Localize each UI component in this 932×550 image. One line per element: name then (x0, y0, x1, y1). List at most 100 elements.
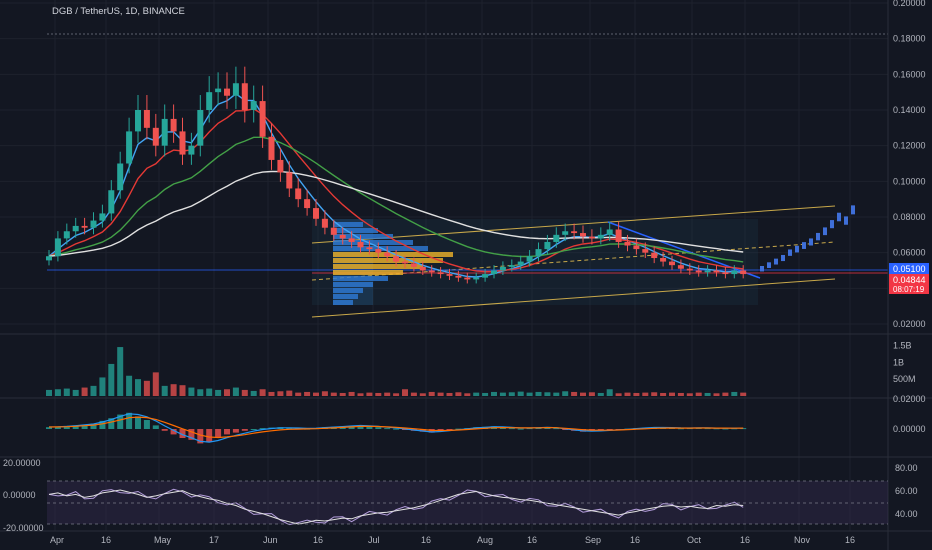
last-price-tag: 0.04844 (893, 275, 926, 285)
candle-body (143, 110, 150, 128)
volume-bar (491, 391, 497, 396)
rsi-right-tick-label: 40.00 (895, 509, 918, 519)
volume-bar (179, 385, 186, 396)
forecast-bar (809, 238, 813, 246)
macd-hist-bar (72, 425, 79, 429)
volume-bar (428, 391, 435, 396)
grid-lines (0, 0, 888, 531)
macd-hist-bar (250, 429, 257, 430)
last-price-tag-bg (889, 274, 929, 294)
candle-body (606, 229, 613, 235)
macd-hist-bar (90, 423, 97, 429)
volume-bar (304, 391, 311, 396)
volume-tick-label: 1.5B (893, 340, 912, 350)
volume-bar (99, 377, 106, 396)
volume-bar (321, 391, 328, 396)
macd-hist-bar (393, 428, 400, 430)
candle-body (695, 270, 702, 273)
macd-hist-bar (375, 427, 382, 429)
candle-body (517, 261, 524, 266)
macd-hist-bar (232, 429, 239, 433)
candle-body (535, 249, 542, 257)
candle-body (571, 231, 578, 234)
macd-indicator (46, 412, 747, 444)
forecast-bar (830, 220, 834, 229)
time-tick-label: Sep (585, 535, 601, 545)
volume-bar (46, 389, 52, 396)
volume-bar (259, 389, 266, 396)
volume-bar (81, 387, 88, 396)
macd-hist-bar (170, 429, 177, 435)
time-tick-label: 16 (845, 535, 855, 545)
volume-bar (606, 389, 613, 396)
volume-bar (669, 392, 675, 396)
candle-body (304, 199, 311, 209)
profile-row (333, 264, 423, 269)
macd-hist-bar (126, 412, 133, 429)
candle-body (393, 256, 400, 262)
candle-body (553, 234, 560, 242)
profile-row (333, 300, 353, 305)
candle-body (63, 231, 70, 239)
forecast-bar (760, 265, 764, 272)
volume-bar (402, 389, 408, 396)
rsi-smooth-line (48, 489, 744, 525)
volume-bar (197, 389, 204, 396)
rsi-left-tick-label: -20.00000 (3, 523, 44, 533)
volume-bar (206, 388, 213, 396)
time-tick-label: 17 (209, 535, 219, 545)
macd-hist-bar (63, 426, 70, 429)
candle-body (446, 274, 453, 276)
time-axis[interactable]: Apr 16 May 17 Jun 16 Jul 16 Aug 16 Sep 16 Oct 16 Nov 16 (50, 535, 855, 545)
volume-bar (437, 392, 444, 396)
candle-body (482, 274, 489, 278)
candle-body (81, 225, 88, 228)
macd-hist-bar (206, 429, 213, 442)
macd-tick-label: 0.00000 (893, 424, 926, 434)
macd-tick-label: 0.02000 (893, 394, 926, 404)
volume-bar (473, 392, 480, 396)
profile-row (333, 228, 378, 233)
macd-hist-bar (108, 418, 115, 429)
candle-body (428, 270, 435, 273)
candle-body (90, 220, 97, 228)
macd-hist-bar (562, 429, 569, 430)
price-tick-label: 0.18000 (893, 34, 926, 44)
profile-row (333, 276, 388, 281)
profile-row (333, 270, 403, 275)
volume-bars (46, 347, 747, 396)
time-tick-label: Apr (50, 535, 64, 545)
macd-hist-bar (143, 420, 150, 429)
macd-hist-bar (508, 428, 515, 430)
macd-hist-bar (135, 416, 141, 429)
macd-hist-bar (46, 427, 52, 429)
candle-body (624, 241, 631, 246)
volume-bar (499, 392, 506, 396)
rsi-band (47, 481, 888, 524)
profile-row (333, 288, 363, 293)
volume-bar (348, 391, 355, 396)
profile-row (333, 240, 413, 245)
volume-bar (544, 392, 551, 396)
candle-body (402, 261, 408, 264)
candle-body (660, 258, 667, 262)
candle-body (437, 272, 444, 275)
candle-body (464, 277, 471, 280)
candle-body (179, 131, 186, 155)
forecast-bar (823, 227, 827, 236)
price-tick-label: 0.20000 (893, 0, 926, 8)
macd-hist-bar (161, 429, 168, 431)
forecast-bar (844, 216, 848, 225)
chart-title: DGB / TetherUS, 1D, BINANCE (52, 6, 185, 17)
volume-bar (135, 379, 141, 396)
volume-bar (170, 384, 177, 396)
candle-body (526, 256, 533, 262)
volume-bar (63, 388, 70, 396)
candle-body (722, 272, 729, 275)
volume-bar (393, 393, 400, 396)
volume-bar (633, 392, 640, 396)
rsi-left-tick-label: 0.00000 (3, 490, 36, 500)
candle-body (651, 252, 658, 259)
volume-bar (268, 391, 275, 396)
